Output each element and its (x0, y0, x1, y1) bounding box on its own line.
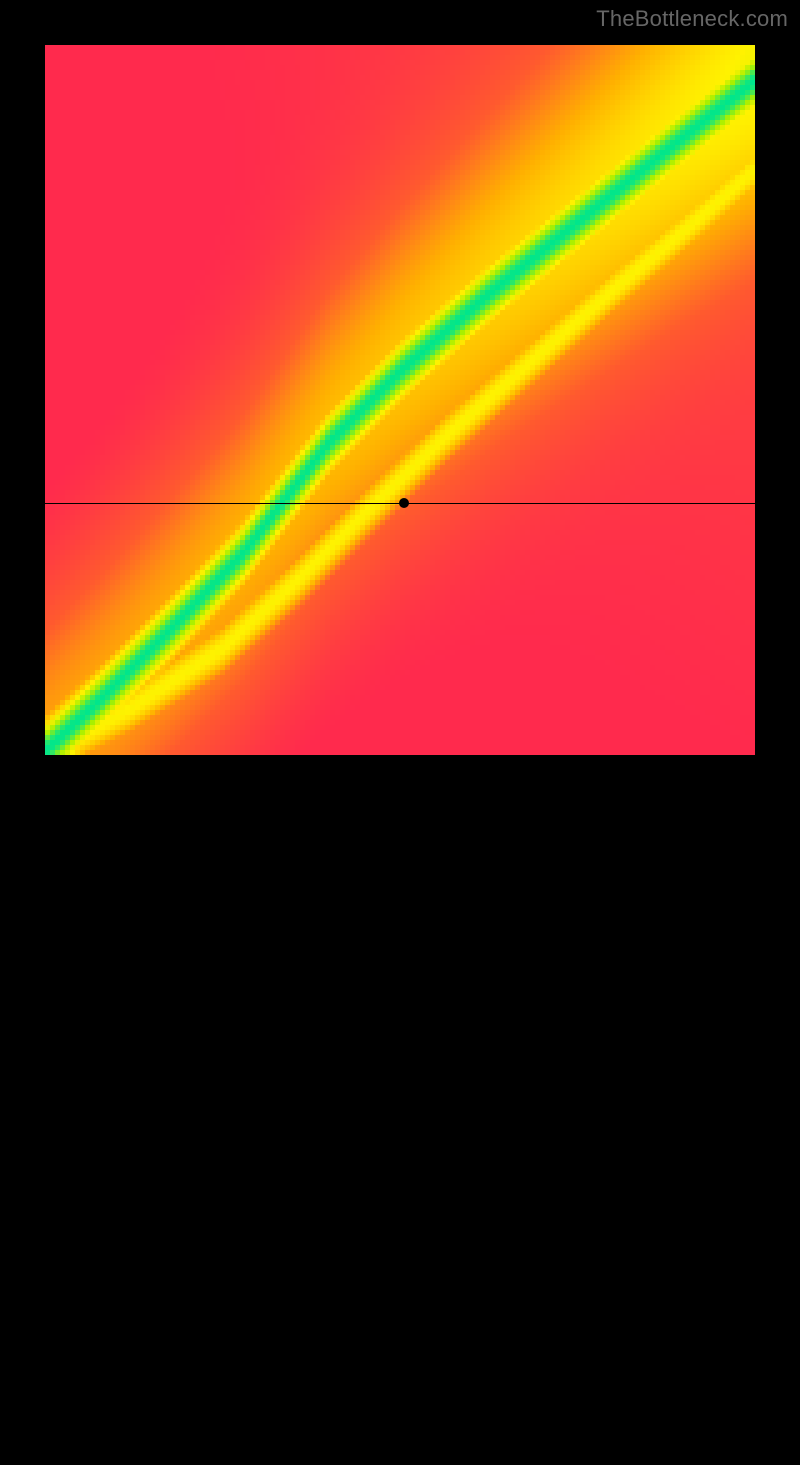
heatmap-plot (45, 45, 755, 755)
heatmap-canvas (45, 45, 755, 755)
crosshair-vertical (404, 755, 405, 1465)
marker-dot (399, 498, 409, 508)
watermark-text: TheBottleneck.com (596, 6, 788, 32)
